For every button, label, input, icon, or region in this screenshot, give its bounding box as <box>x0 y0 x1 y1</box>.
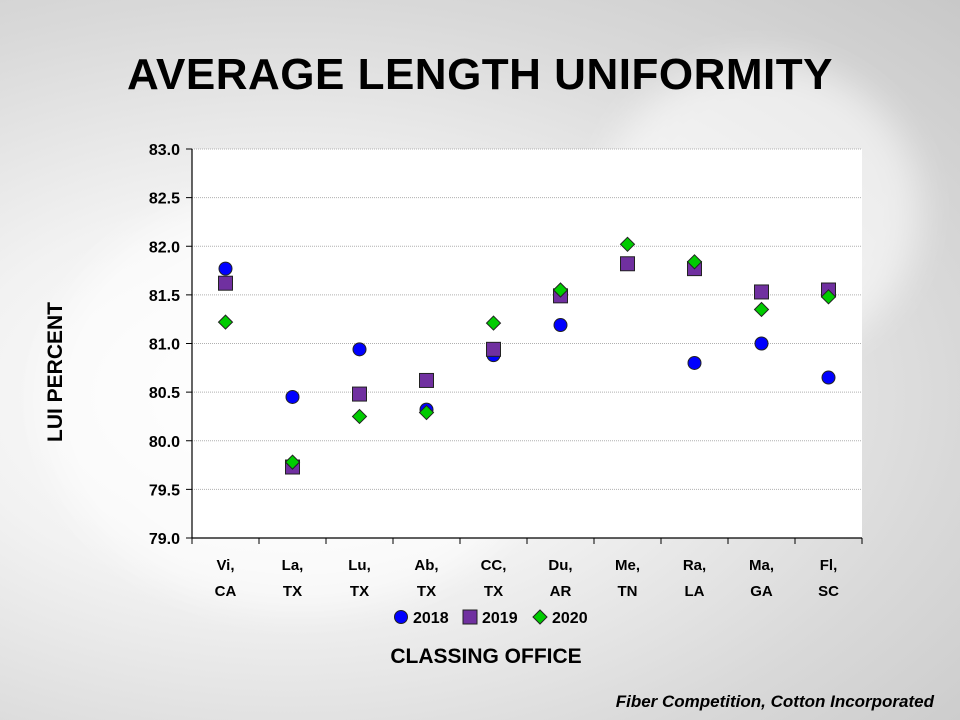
x-tick-label: TX <box>350 583 369 600</box>
data-point-2019 <box>352 386 367 402</box>
source-credit: Fiber Competition, Cotton Incorporated <box>615 692 934 711</box>
y-tick-label: 80.0 <box>149 434 180 451</box>
x-tick-label: TX <box>283 583 302 600</box>
y-tick-label: 79.5 <box>149 482 180 499</box>
data-point-2020 <box>820 289 837 305</box>
data-point-2020 <box>753 301 770 318</box>
data-point-2019 <box>218 275 233 291</box>
data-point-2020 <box>217 314 234 330</box>
data-point-2020 <box>686 254 703 270</box>
x-tick-label: TX <box>417 583 436 600</box>
data-point-2018 <box>553 318 568 333</box>
data-point-2019 <box>419 372 434 388</box>
x-tick-label: TN <box>618 583 638 600</box>
x-tick-label: AR <box>550 583 572 600</box>
x-tick-label: Fl, <box>820 557 838 574</box>
x-tick-label: TX <box>484 583 503 600</box>
data-point-2018 <box>218 261 233 276</box>
y-tick-label: 79.0 <box>149 531 180 548</box>
x-tick-label: GA <box>750 583 773 600</box>
y-tick-label: 82.5 <box>149 191 180 208</box>
y-tick-label: 83.0 <box>149 142 180 159</box>
x-tick-label: Ab, <box>414 557 438 574</box>
legend-label: 2019 <box>482 610 518 627</box>
legend-marker-2020 <box>532 609 548 625</box>
data-point-2020 <box>619 236 636 253</box>
data-point-2020 <box>418 404 435 421</box>
slide-title: AVERAGE LENGTH UNIFORMITY <box>127 50 833 99</box>
x-tick-label: SC <box>818 583 839 600</box>
x-tick-label: CA <box>215 583 237 600</box>
legend-marker-2018 <box>394 610 408 624</box>
x-tick-label: La, <box>282 557 304 574</box>
data-point-2020 <box>284 454 301 470</box>
legend-label: 2020 <box>552 610 588 627</box>
x-tick-label: LA <box>685 583 705 600</box>
data-point-2020 <box>351 408 368 425</box>
data-point-2018 <box>687 355 702 370</box>
data-point-2018 <box>821 370 836 385</box>
y-tick-label: 80.5 <box>149 385 180 402</box>
data-point-2019 <box>486 341 501 357</box>
data-point-2018 <box>754 336 769 351</box>
y-axis-title: LUI PERCENT <box>44 302 67 442</box>
data-point-2019 <box>620 256 635 272</box>
data-point-2018 <box>352 342 367 357</box>
x-tick-label: Me, <box>615 557 640 574</box>
x-tick-label: Lu, <box>348 557 371 574</box>
data-point-2020 <box>485 315 502 331</box>
x-tick-label: Ra, <box>683 557 706 574</box>
data-point-2019 <box>754 284 769 300</box>
y-tick-label: 82.0 <box>149 239 180 256</box>
x-axis-title: CLASSING OFFICE <box>390 645 581 668</box>
legend-label: 2018 <box>413 610 449 627</box>
y-tick-label: 81.5 <box>149 288 180 305</box>
x-tick-label: Ma, <box>749 557 774 574</box>
x-tick-label: Vi, <box>216 557 234 574</box>
y-tick-label: 81.0 <box>149 337 180 354</box>
x-tick-label: Du, <box>548 557 572 574</box>
legend-marker-2019 <box>462 609 478 625</box>
data-point-2020 <box>552 282 569 298</box>
data-point-2018 <box>285 389 300 404</box>
x-tick-label: CC, <box>481 557 507 574</box>
